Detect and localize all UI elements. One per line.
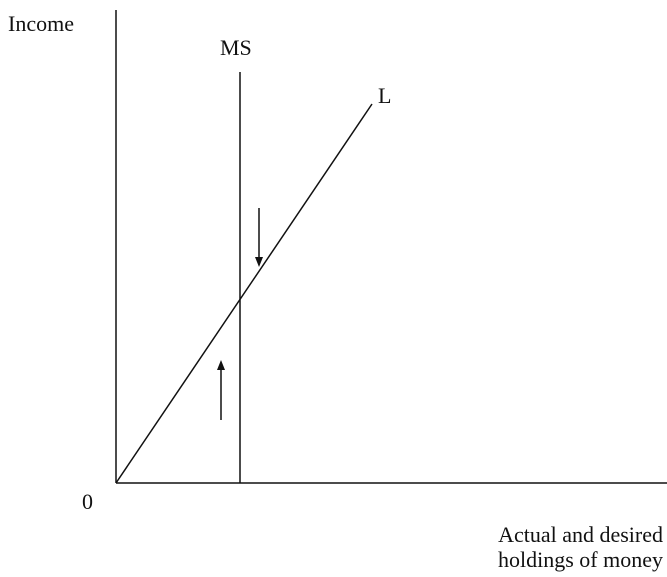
x-axis-label: Actual and desired holdings of money	[498, 522, 663, 572]
liquidity-line	[115, 103, 373, 484]
x-axis-label-line2: holdings of money	[498, 547, 663, 572]
x-axis-label-line1: Actual and desired	[498, 522, 663, 547]
money-supply-label: MS	[220, 35, 252, 60]
liquidity-label: L	[378, 83, 392, 108]
y-axis-label: Income	[8, 11, 74, 36]
origin-label: 0	[82, 489, 93, 514]
